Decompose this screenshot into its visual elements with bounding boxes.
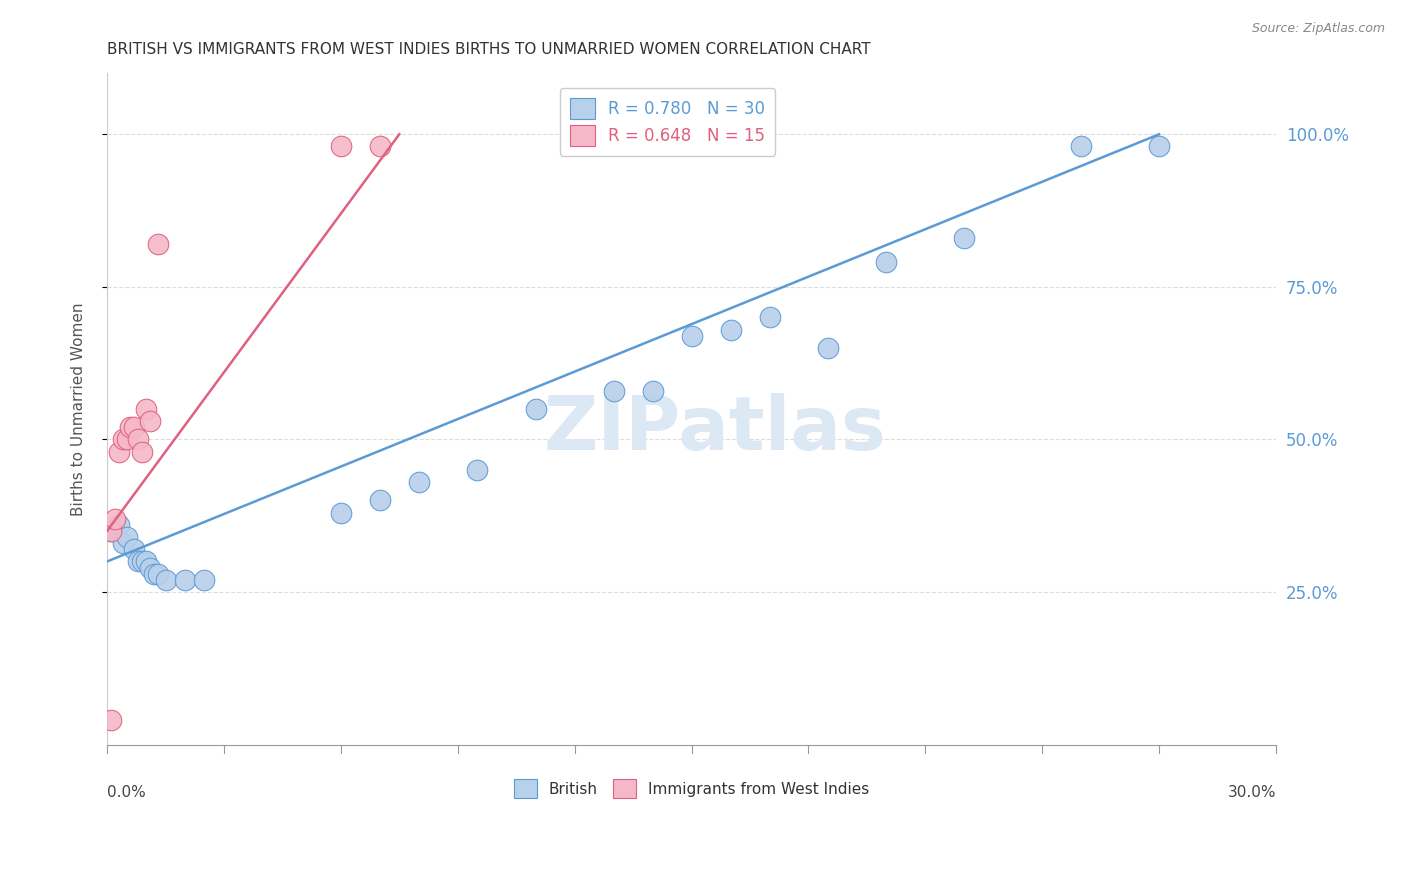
Y-axis label: Births to Unmarried Women: Births to Unmarried Women: [72, 302, 86, 516]
Point: [953, 231, 976, 245]
Text: 0.0%: 0.0%: [107, 785, 146, 800]
Point: [104, 512, 127, 526]
Point: [135, 554, 157, 568]
Point: [368, 139, 391, 153]
Point: [135, 401, 157, 416]
Point: [124, 420, 146, 434]
Legend: British, Immigrants from West Indies: British, Immigrants from West Indies: [508, 773, 876, 804]
Point: [131, 444, 153, 458]
Point: [115, 433, 138, 447]
Point: [875, 255, 897, 269]
Text: BRITISH VS IMMIGRANTS FROM WEST INDIES BIRTHS TO UNMARRIED WOMEN CORRELATION CHA: BRITISH VS IMMIGRANTS FROM WEST INDIES B…: [107, 42, 870, 57]
Point: [111, 536, 134, 550]
Point: [107, 517, 129, 532]
Point: [120, 420, 142, 434]
Point: [100, 524, 122, 538]
Point: [127, 433, 149, 447]
Point: [124, 542, 146, 557]
Point: [1070, 139, 1092, 153]
Point: [131, 554, 153, 568]
Point: [368, 493, 391, 508]
Point: [146, 566, 169, 581]
Point: [174, 573, 197, 587]
Point: [100, 524, 122, 538]
Point: [107, 444, 129, 458]
Point: [602, 384, 624, 398]
Point: [127, 554, 149, 568]
Point: [408, 475, 430, 490]
Point: [111, 433, 134, 447]
Point: [817, 341, 839, 355]
Point: [115, 530, 138, 544]
Point: [139, 414, 162, 428]
Point: [193, 573, 215, 587]
Point: [524, 401, 547, 416]
Text: Source: ZipAtlas.com: Source: ZipAtlas.com: [1251, 22, 1385, 36]
Point: [104, 524, 127, 538]
Point: [155, 573, 177, 587]
Point: [641, 384, 664, 398]
Text: ZIPatlas: ZIPatlas: [544, 392, 886, 466]
Point: [681, 328, 703, 343]
Point: [465, 463, 488, 477]
Point: [329, 139, 352, 153]
Point: [142, 566, 165, 581]
Point: [329, 506, 352, 520]
Point: [758, 310, 780, 325]
Point: [146, 237, 169, 252]
Point: [139, 560, 162, 574]
Text: 30.0%: 30.0%: [1227, 785, 1277, 800]
Point: [1147, 139, 1170, 153]
Point: [720, 322, 742, 336]
Point: [100, 713, 122, 727]
